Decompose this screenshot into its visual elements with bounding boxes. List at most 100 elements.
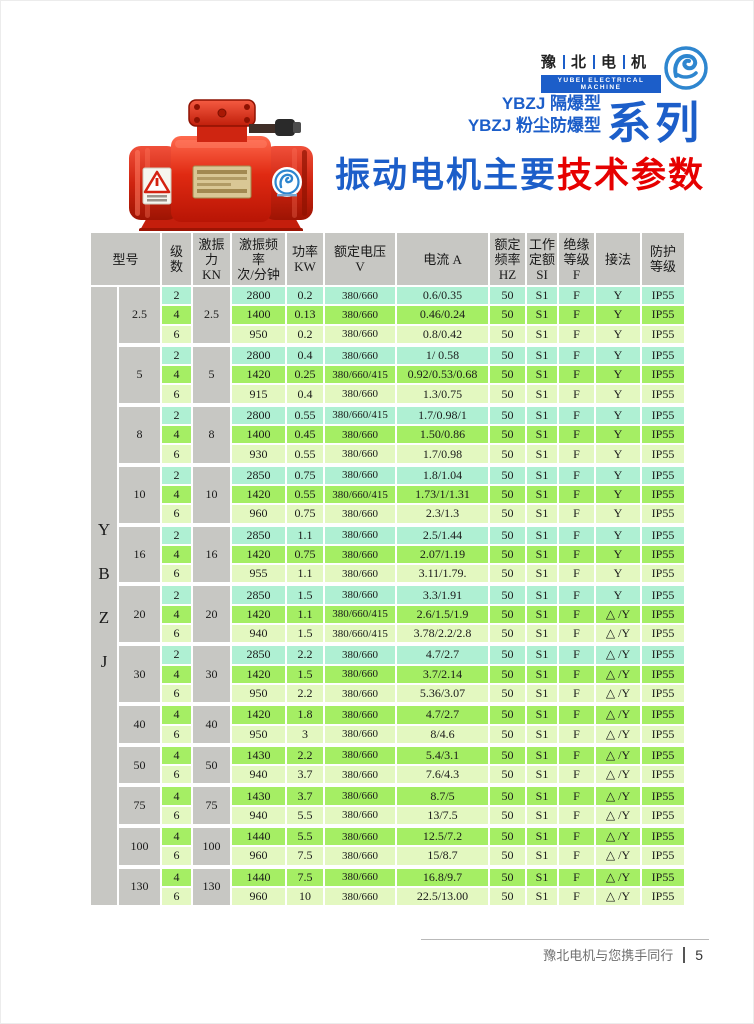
- connection-cell: △ /Y: [594, 702, 643, 726]
- rated-freq-cell: 50: [488, 823, 528, 848]
- poles-cell: 4: [160, 543, 194, 566]
- current-cell: 0.46/0.24: [395, 304, 491, 326]
- duty-cell: S1: [525, 483, 560, 506]
- series-type-lines: YBZJ 隔爆型 YBZJ 粉尘防爆型: [361, 93, 601, 137]
- insulation-cell: F: [557, 443, 597, 466]
- poles-cell: 4: [160, 783, 194, 807]
- voltage-cell: 380/660/415: [323, 364, 398, 386]
- rated-freq-cell: 50: [488, 342, 528, 367]
- poles-cell: 6: [160, 845, 194, 868]
- col-header-connection: 接法: [594, 231, 643, 287]
- power-cell: 0.4: [285, 342, 326, 367]
- current-cell: 1.50/0.86: [395, 424, 491, 446]
- duty-cell: S1: [525, 702, 560, 726]
- col-header-current: 电流 A: [395, 231, 491, 287]
- page-number: 5: [695, 946, 703, 963]
- table-row: 6 960 0.75 380/660 2.3/1.3 50 S1 F Y IP55: [90, 503, 687, 526]
- table-row: 75 4 75 1430 3.7 380/660 8.7/5 50 S1 F △ /Y IP55: [90, 783, 687, 828]
- insulation-cell: F: [557, 723, 597, 746]
- power-cell: 0.2: [285, 284, 326, 307]
- connection-cell: △ /Y: [594, 823, 643, 848]
- connection-cell: Y: [594, 543, 643, 566]
- rated-freq-cell: 50: [488, 522, 528, 546]
- table-row: 4 1420 0.25 380/660/415 0.92/0.53/0.68 50 S1 F Y…: [90, 364, 687, 386]
- voltage-cell: 380/660: [323, 424, 398, 446]
- current-cell: 3.7/2.14: [395, 663, 491, 685]
- col-header-duty: 工作 定额 SI: [525, 231, 560, 287]
- power-cell: 0.45: [285, 424, 326, 446]
- connection-cell: △ /Y: [594, 623, 643, 646]
- rated-freq-cell: 50: [488, 702, 528, 726]
- duty-cell: S1: [525, 764, 560, 787]
- current-cell: 2.5/1.44: [395, 522, 491, 546]
- poles-cell: 2: [160, 462, 194, 486]
- voltage-cell: 380/660: [323, 462, 398, 486]
- voltage-cell: 380/660: [323, 682, 398, 706]
- power-cell: 10: [285, 885, 326, 908]
- connection-cell: Y: [594, 483, 643, 506]
- frequency-cell: 950: [230, 323, 288, 346]
- voltage-cell: 380/660: [323, 764, 398, 787]
- rated-freq-cell: 50: [488, 804, 528, 828]
- protection-cell: IP55: [640, 483, 687, 506]
- protection-cell: IP55: [640, 304, 687, 326]
- poles-cell: 4: [160, 702, 194, 726]
- connection-cell: Y: [594, 424, 643, 446]
- protection-cell: IP55: [640, 323, 687, 346]
- duty-cell: S1: [525, 642, 560, 666]
- model-cell: 100: [116, 824, 163, 868]
- current-cell: 1/ 0.58: [395, 342, 491, 367]
- duty-cell: S1: [525, 783, 560, 807]
- protection-cell: IP55: [640, 885, 687, 908]
- protection-cell: IP55: [640, 503, 687, 526]
- power-cell: 0.2: [285, 323, 326, 346]
- power-cell: 0.13: [285, 304, 326, 326]
- current-cell: 2.6/1.5/1.9: [395, 603, 491, 626]
- poles-cell: 6: [160, 383, 194, 406]
- insulation-cell: F: [557, 462, 597, 486]
- frequency-cell: 960: [230, 885, 288, 908]
- rated-freq-cell: 50: [488, 543, 528, 566]
- current-cell: 7.6/4.3: [395, 764, 491, 787]
- rated-freq-cell: 50: [488, 402, 528, 427]
- force-cell: 30: [191, 642, 233, 706]
- current-cell: 0.8/0.42: [395, 323, 491, 346]
- model-cell: 50: [116, 742, 163, 787]
- poles-cell: 6: [160, 682, 194, 706]
- poles-cell: 6: [160, 503, 194, 526]
- duty-cell: S1: [525, 323, 560, 346]
- insulation-cell: F: [557, 885, 597, 908]
- connection-cell: △ /Y: [594, 764, 643, 787]
- poles-cell: 6: [160, 443, 194, 466]
- current-cell: 1.7/0.98/1: [395, 402, 491, 427]
- model-cell: 8: [116, 402, 163, 466]
- model-cell: 30: [116, 642, 163, 706]
- insulation-cell: F: [557, 623, 597, 646]
- force-cell: 130: [191, 864, 233, 908]
- rated-freq-cell: 50: [488, 503, 528, 526]
- duty-cell: S1: [525, 623, 560, 646]
- voltage-cell: 380/660: [323, 323, 398, 346]
- table-row: 6 955 1.1 380/660 3.11/1.79. 50 S1 F Y IP55: [90, 563, 687, 586]
- table-row: 6 915 0.4 380/660 1.3/0.75 50 S1 F Y IP55: [90, 383, 687, 406]
- rated-freq-cell: 50: [488, 462, 528, 486]
- duty-cell: S1: [525, 723, 560, 746]
- current-cell: 8.7/5: [395, 783, 491, 807]
- table-row: 6 940 5.5 380/660 13/7.5 50 S1 F △ /Y IP55: [90, 804, 687, 828]
- protection-cell: IP55: [640, 864, 687, 888]
- col-header-voltage: 额定电压 V: [323, 231, 398, 287]
- model-cell: 130: [116, 864, 163, 908]
- force-cell: 5: [191, 342, 233, 406]
- insulation-cell: F: [557, 642, 597, 666]
- duty-cell: S1: [525, 582, 560, 606]
- voltage-cell: 380/660: [323, 742, 398, 767]
- poles-cell: 6: [160, 764, 194, 787]
- duty-cell: S1: [525, 402, 560, 427]
- header-row: 型号 级 数 激振 力 KN 激振频率 次/分钟 功率 KW 额定电压 V 电流…: [88, 231, 687, 287]
- insulation-cell: F: [557, 823, 597, 848]
- insulation-cell: F: [557, 764, 597, 787]
- logo-separator: [563, 54, 566, 69]
- voltage-cell: 380/660/415: [323, 483, 398, 506]
- voltage-cell: 380/660: [323, 823, 398, 848]
- table-row: 6 960 7.5 380/660 15/8.7 50 S1 F △ /Y IP55: [90, 845, 687, 868]
